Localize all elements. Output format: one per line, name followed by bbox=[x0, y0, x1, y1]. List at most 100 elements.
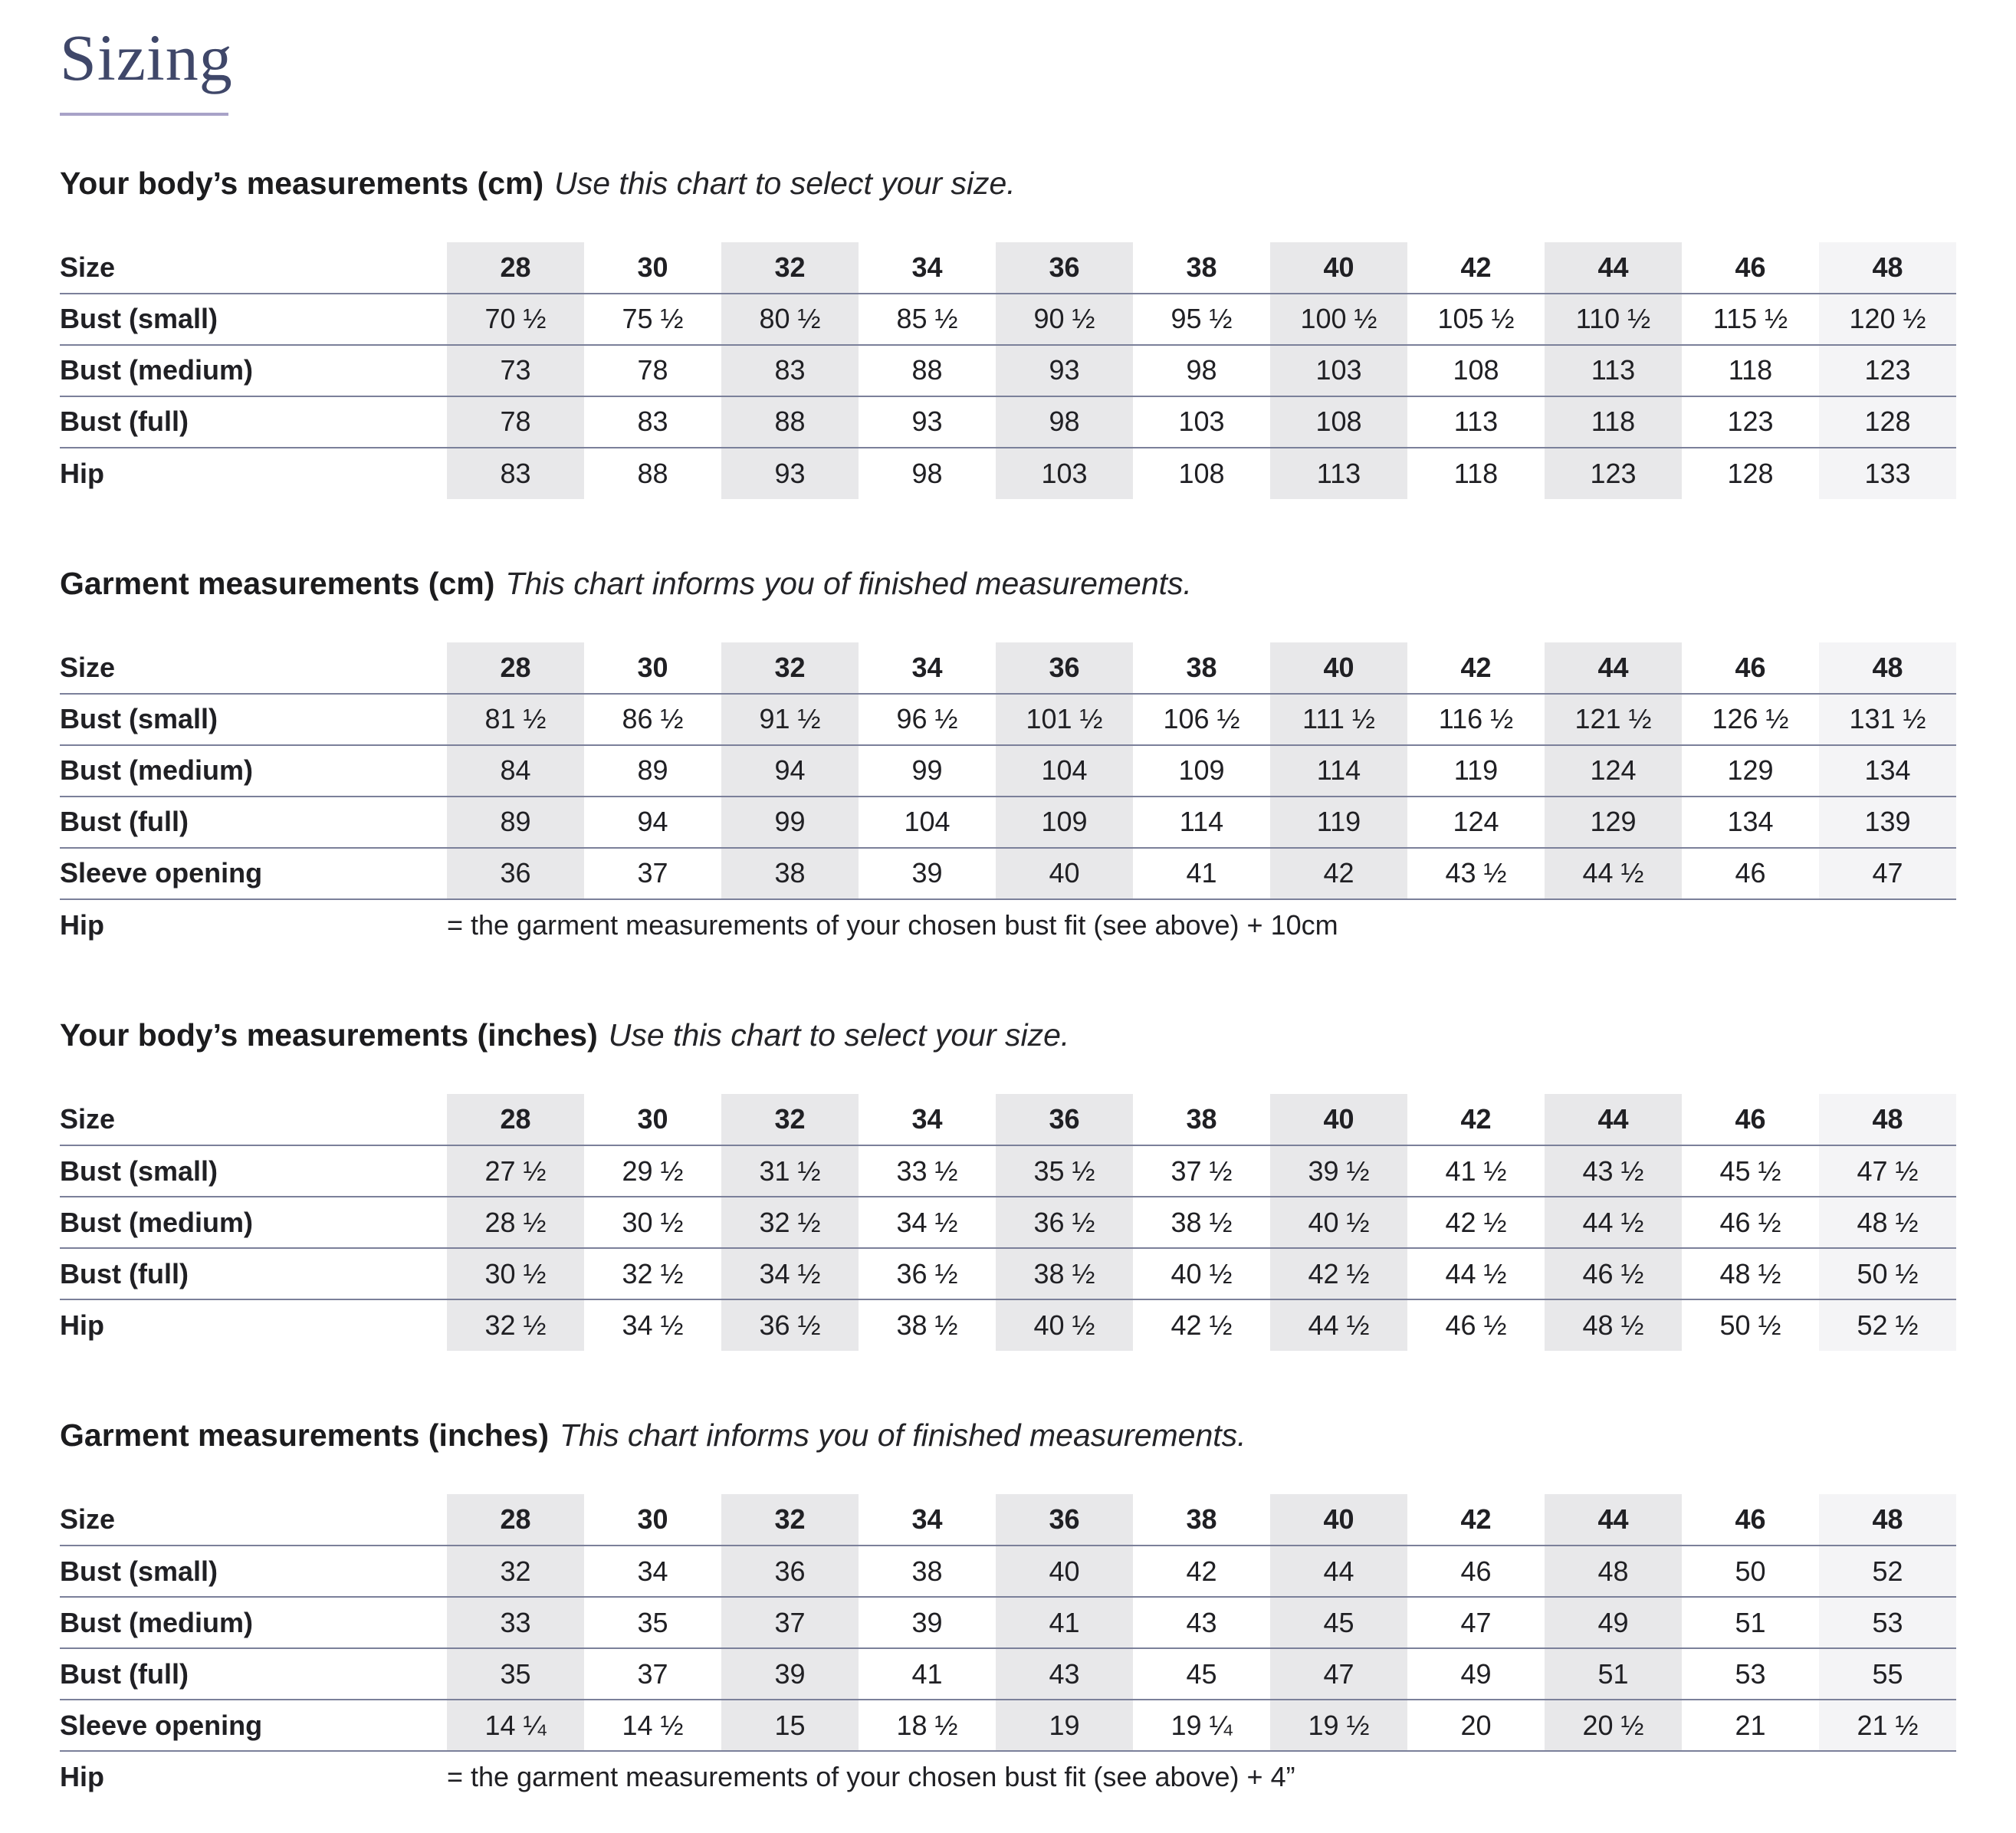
value-cell: 42 ½ bbox=[1270, 1248, 1407, 1300]
value-cell: 131 ½ bbox=[1819, 693, 1956, 745]
value-cell: 43 ½ bbox=[1545, 1145, 1682, 1197]
value-cell: 33 ½ bbox=[896, 1155, 958, 1187]
value-cell: 49 bbox=[1545, 1597, 1682, 1649]
value-cell: 32 bbox=[447, 1546, 584, 1598]
value-cell: 80 ½ bbox=[721, 293, 859, 345]
row-label: Bust (small) bbox=[60, 303, 218, 335]
value-cell: 128 bbox=[1727, 457, 1774, 489]
value-cell: 18 ½ bbox=[896, 1709, 958, 1741]
size-column-header: 42 bbox=[1460, 251, 1492, 283]
row-label: Bust (full) bbox=[60, 1257, 189, 1289]
value-cell: 114 bbox=[1179, 806, 1224, 838]
value-cell: 78 bbox=[637, 354, 668, 386]
value-cell: 120 ½ bbox=[1819, 293, 1956, 345]
sizing-charts: Your body’s measurements (cm) Use this ch… bbox=[60, 165, 1956, 1803]
value-cell: 37 bbox=[637, 1657, 668, 1690]
value-cell: 93 bbox=[996, 344, 1133, 396]
value-cell: 41 bbox=[996, 1597, 1133, 1649]
value-cell: 19 bbox=[996, 1700, 1133, 1752]
row-label: Bust (medium) bbox=[60, 1206, 253, 1238]
row-label: Bust (medium) bbox=[60, 1606, 253, 1638]
value-cell: 46 ½ bbox=[1719, 1206, 1781, 1238]
value-cell: 53 bbox=[1819, 1597, 1956, 1649]
value-cell: 39 bbox=[911, 1606, 943, 1638]
section-subtitle: This chart informs you of finished measu… bbox=[560, 1417, 1246, 1454]
section-body-measurements-inches: Your body’s measurements (inches) Use thi… bbox=[60, 1017, 1956, 1352]
row-label: Bust (small) bbox=[60, 1155, 218, 1187]
value-cell: 90 ½ bbox=[996, 293, 1133, 345]
section-subtitle: Use this chart to select your size. bbox=[554, 165, 1016, 201]
value-cell: 113 bbox=[1545, 344, 1682, 396]
size-column-header: 36 bbox=[996, 1094, 1133, 1146]
value-cell: 50 ½ bbox=[1819, 1248, 1956, 1300]
value-cell: 44 ½ bbox=[1270, 1299, 1407, 1352]
value-cell: 50 ½ bbox=[1719, 1309, 1781, 1342]
value-cell: 14 ½ bbox=[622, 1709, 684, 1741]
value-cell: 70 ½ bbox=[447, 293, 584, 345]
size-column-header: 32 bbox=[721, 241, 859, 294]
section-subtitle: This chart informs you of finished measu… bbox=[505, 565, 1192, 601]
value-cell: 83 bbox=[721, 344, 859, 396]
size-column-header: 28 bbox=[447, 1494, 584, 1546]
value-cell: 38 ½ bbox=[996, 1248, 1133, 1300]
value-cell: 34 bbox=[637, 1555, 668, 1587]
size-column-header: 38 bbox=[1186, 251, 1217, 283]
size-column-header: 30 bbox=[637, 251, 668, 283]
value-cell: 41 ½ bbox=[1445, 1155, 1507, 1187]
value-cell: 43 ½ bbox=[1445, 857, 1507, 889]
size-column-header: 46 bbox=[1735, 651, 1766, 683]
section-garment-measurements-cm: Garment measurements (cm) This chart info… bbox=[60, 565, 1956, 951]
value-cell: 40 bbox=[996, 1546, 1133, 1598]
value-cell: 104 bbox=[904, 806, 951, 838]
value-cell: 81 ½ bbox=[447, 693, 584, 745]
row-label: Bust (small) bbox=[60, 703, 218, 735]
size-column-header: 34 bbox=[911, 651, 943, 683]
value-cell: 44 bbox=[1270, 1546, 1407, 1598]
value-cell: 20 bbox=[1460, 1709, 1492, 1741]
value-cell: 53 bbox=[1735, 1657, 1766, 1690]
value-cell: 119 bbox=[1453, 754, 1499, 787]
value-cell: 129 bbox=[1545, 796, 1682, 848]
value-cell: 128 bbox=[1819, 396, 1956, 448]
value-cell: 32 ½ bbox=[721, 1197, 859, 1249]
size-column-header: 44 bbox=[1545, 642, 1682, 694]
value-cell: 113 bbox=[1270, 447, 1407, 499]
value-cell: 109 bbox=[1178, 754, 1225, 787]
page-header: Sizing bbox=[60, 21, 1956, 116]
value-cell: 49 bbox=[1460, 1657, 1492, 1690]
size-table: Size 28 30 32 34 36 38 40 42 44 46 48 Bust (small) 27… bbox=[60, 1094, 1956, 1352]
value-cell: 44 ½ bbox=[1545, 847, 1682, 899]
value-cell: 30 ½ bbox=[622, 1206, 684, 1238]
value-cell: 40 bbox=[996, 847, 1133, 899]
row-label: Sleeve opening bbox=[60, 857, 263, 889]
value-cell: 34 ½ bbox=[721, 1248, 859, 1300]
section-title: Your body’s measurements (inches) bbox=[60, 1017, 598, 1053]
value-cell: 39 ½ bbox=[1270, 1145, 1407, 1197]
value-cell: 30 ½ bbox=[447, 1248, 584, 1300]
value-cell: 88 bbox=[637, 457, 668, 489]
size-row-label: Size bbox=[60, 1103, 116, 1135]
value-cell: 46 bbox=[1735, 857, 1766, 889]
value-cell: 85 ½ bbox=[896, 303, 958, 335]
row-label: Bust (full) bbox=[60, 406, 189, 438]
value-cell: 126 ½ bbox=[1712, 703, 1789, 735]
size-column-header: 44 bbox=[1545, 1094, 1682, 1146]
value-cell: 40 ½ bbox=[996, 1299, 1133, 1352]
value-cell: 75 ½ bbox=[622, 303, 684, 335]
size-column-header: 40 bbox=[1270, 241, 1407, 294]
size-column-header: 34 bbox=[911, 1503, 943, 1536]
value-cell: 31 ½ bbox=[721, 1145, 859, 1197]
value-cell: 100 ½ bbox=[1270, 293, 1407, 345]
table-row: Hip 32 ½ 34 ½ 36 ½ 38 ½ 40 ½ 42 ½ 44 ½ 46 ½ 48 ½ 5… bbox=[60, 1299, 1956, 1352]
value-cell: 19 ½ bbox=[1270, 1700, 1407, 1752]
row-label: Hip bbox=[60, 457, 104, 489]
value-cell: 45 ½ bbox=[1719, 1155, 1781, 1187]
value-cell: 106 ½ bbox=[1163, 703, 1240, 735]
value-cell: 21 bbox=[1735, 1709, 1766, 1741]
value-cell: 37 bbox=[637, 857, 668, 889]
note-text: = the garment measurements of your chose… bbox=[447, 908, 1338, 941]
value-cell: 84 bbox=[447, 744, 584, 797]
size-column-header: 40 bbox=[1270, 1494, 1407, 1546]
value-cell: 114 bbox=[1270, 744, 1407, 797]
size-column-header: 30 bbox=[637, 651, 668, 683]
